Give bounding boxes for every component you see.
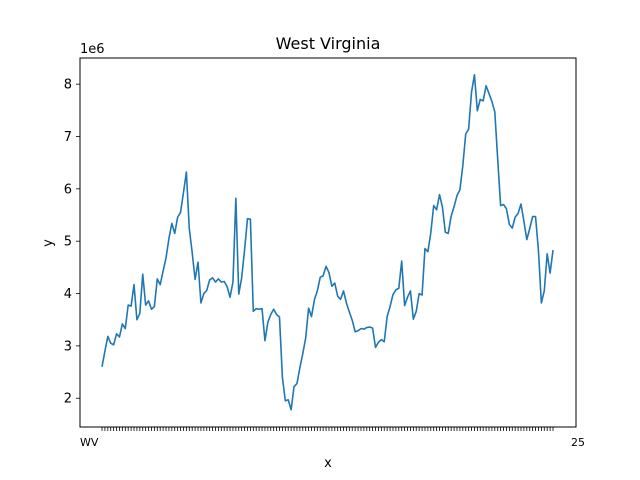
y-axis-ticks: 2 3 4 5 6 7 8 — [64, 78, 80, 407]
series-line — [101, 73, 554, 411]
y-offset-label: 1e6 — [80, 42, 105, 57]
x-axis-label: x — [324, 456, 332, 471]
x-axis-ticks — [101, 427, 554, 431]
chart-title: West Virginia — [276, 34, 381, 53]
y-tick-label: 5 — [64, 235, 72, 250]
y-axis-label: y — [41, 239, 56, 247]
x-tick-labels: WV 25 — [80, 436, 585, 449]
y-tick-label: 3 — [64, 339, 72, 354]
plot-area — [79, 57, 577, 428]
x-tick-label: 25 — [571, 436, 585, 449]
y-tick-label: 8 — [64, 78, 72, 93]
y-tick-label: 2 — [64, 392, 72, 407]
y-tick-label: 6 — [64, 182, 72, 197]
x-tick-label: WV — [80, 436, 99, 449]
y-tick-label: 7 — [64, 130, 72, 145]
y-tick-label: 4 — [64, 287, 72, 302]
